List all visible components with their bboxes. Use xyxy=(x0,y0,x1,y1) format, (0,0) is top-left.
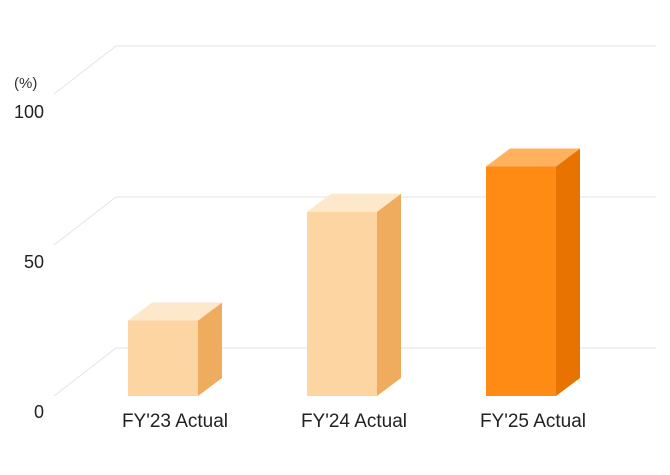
bar-2 xyxy=(307,193,401,396)
labels: (%) 0 50 100 FY'23 Actual FY'24 Actual F… xyxy=(14,75,586,432)
x-category-label-fy24: FY'24 Actual xyxy=(301,411,407,432)
grid-line-50 xyxy=(53,196,656,246)
y-tick-label-100: 100 xyxy=(14,102,44,122)
bars xyxy=(128,148,580,396)
bar-side-3 xyxy=(556,148,580,396)
y-axis-unit-label: (%) xyxy=(14,75,37,92)
bar-side-2 xyxy=(377,193,401,396)
grid-line-0 xyxy=(53,347,656,397)
bar-top-1 xyxy=(128,302,222,321)
x-category-label-fy23: FY'23 Actual xyxy=(122,411,228,432)
bar-1 xyxy=(128,302,222,396)
bar-side-1 xyxy=(198,302,222,396)
bar-front-3 xyxy=(486,166,556,396)
bar-front-2 xyxy=(307,211,377,396)
bar-front-1 xyxy=(128,320,198,396)
x-category-label-fy25: FY'25 Actual xyxy=(480,411,586,432)
grid-lines xyxy=(53,45,656,397)
bar-3 xyxy=(486,148,580,396)
bar-top-2 xyxy=(307,193,401,212)
bar-top-3 xyxy=(486,148,580,167)
y-tick-label-50: 50 xyxy=(24,252,44,272)
grid-line-100 xyxy=(53,45,656,95)
y-tick-label-0: 0 xyxy=(34,402,44,422)
